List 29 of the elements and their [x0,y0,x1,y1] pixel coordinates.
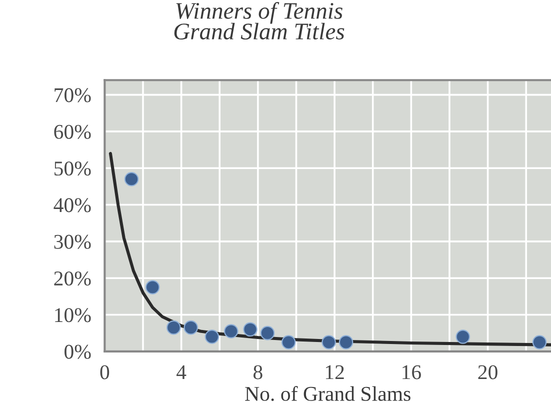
point [338,335,354,350]
point [243,322,258,337]
y-tick-label: 30% [54,234,91,249]
point [124,172,139,186]
point [166,320,181,335]
point [184,320,198,335]
y-tick-label: 50% [54,161,91,176]
x-tick-label: 8 [254,365,262,380]
x-tick-label: 12 [326,365,344,380]
y-tick-label: 10% [55,308,91,322]
y-tick-label: 60% [54,124,91,139]
y-tick-label: 20% [54,271,91,286]
x-tick-label: 20 [478,365,498,380]
y-tick-label: 0% [64,344,91,359]
point [260,326,275,340]
x-tick-label: 4 [176,365,186,380]
point [532,335,547,350]
point [281,335,296,350]
x-tick-label: 16 [402,365,421,380]
point [322,335,336,350]
point [145,280,160,294]
y-tick-label: 40% [54,198,91,212]
x-tick-label: 0 [100,365,110,380]
point [456,330,470,344]
point [224,324,238,338]
chart-title: Winners of Tennis Grand Slam Titles [174,2,344,40]
x-axis-title: No. of Grand Slams [245,386,410,402]
point [204,330,220,344]
y-tick-label: 70% [54,88,91,102]
